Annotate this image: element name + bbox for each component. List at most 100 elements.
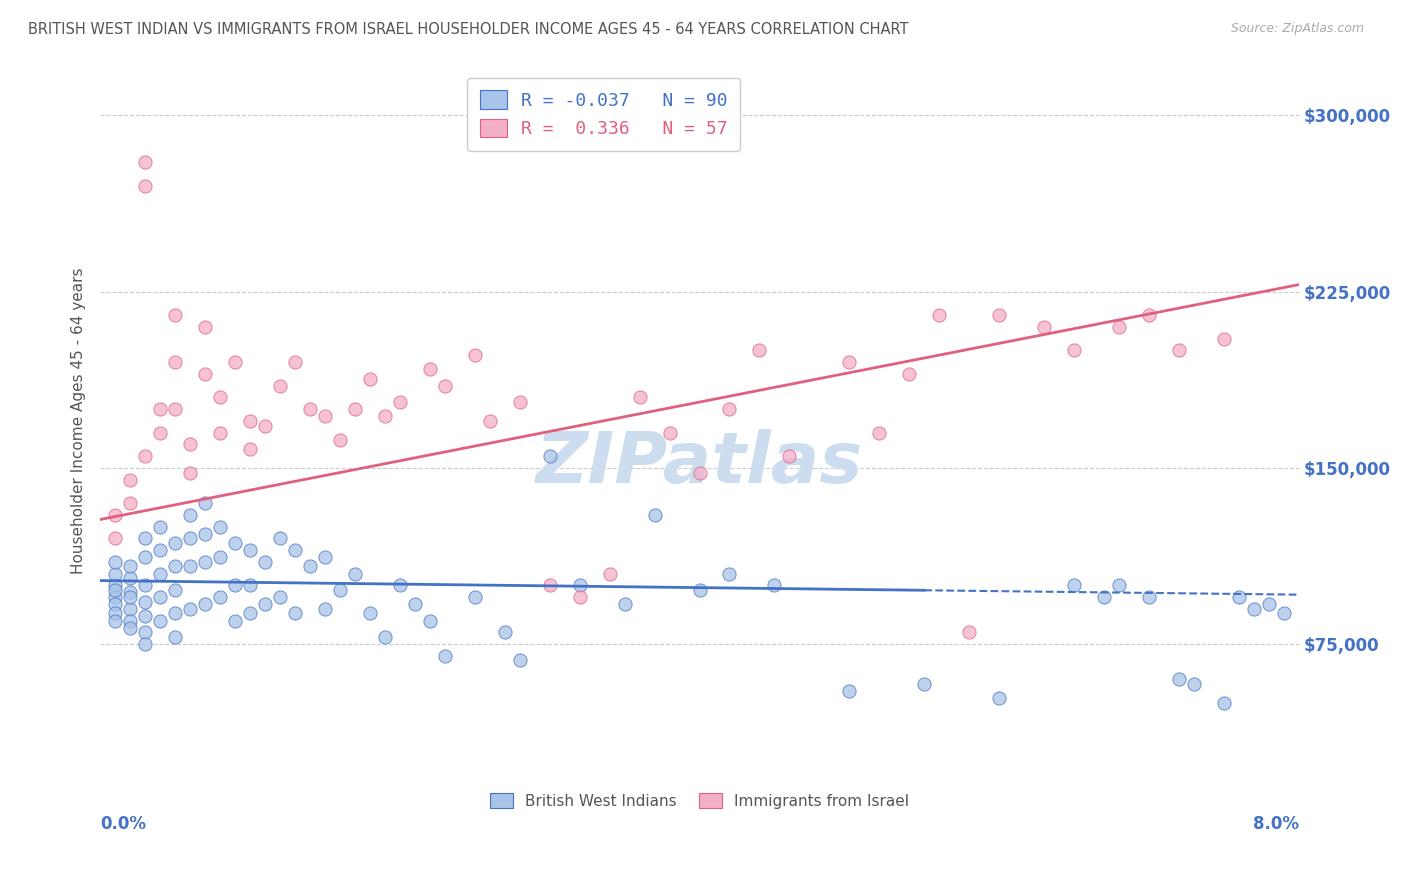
Point xyxy=(120,571,142,585)
Point xyxy=(374,409,396,424)
Text: 8.0%: 8.0% xyxy=(1253,815,1299,833)
Point xyxy=(359,371,381,385)
Point xyxy=(1227,590,1250,604)
Point xyxy=(194,496,217,510)
Point xyxy=(1182,677,1205,691)
Point xyxy=(149,614,172,628)
Point xyxy=(1213,332,1236,346)
Point xyxy=(599,566,621,581)
Point xyxy=(613,597,636,611)
Point xyxy=(165,402,187,417)
Point xyxy=(149,566,172,581)
Point xyxy=(179,508,201,522)
Point xyxy=(120,590,142,604)
Point xyxy=(689,466,711,480)
Point xyxy=(179,437,201,451)
Point xyxy=(628,390,651,404)
Point xyxy=(478,414,501,428)
Point xyxy=(165,559,187,574)
Point xyxy=(194,319,217,334)
Point xyxy=(509,653,531,667)
Point xyxy=(208,425,231,440)
Point xyxy=(149,590,172,604)
Point xyxy=(208,390,231,404)
Point xyxy=(134,178,156,193)
Point xyxy=(433,378,456,392)
Point xyxy=(464,348,486,362)
Point xyxy=(224,578,246,592)
Point xyxy=(149,543,172,558)
Point xyxy=(912,677,935,691)
Point xyxy=(658,425,681,440)
Point xyxy=(898,367,921,381)
Point xyxy=(120,614,142,628)
Point xyxy=(104,582,127,597)
Point xyxy=(329,433,352,447)
Point xyxy=(1168,672,1191,686)
Point xyxy=(165,355,187,369)
Point xyxy=(239,414,262,428)
Point xyxy=(165,582,187,597)
Point xyxy=(120,496,142,510)
Point xyxy=(253,597,276,611)
Point xyxy=(104,597,127,611)
Point xyxy=(568,578,591,592)
Legend: British West Indians, Immigrants from Israel: British West Indians, Immigrants from Is… xyxy=(484,787,915,815)
Point xyxy=(224,355,246,369)
Point xyxy=(104,614,127,628)
Point xyxy=(134,155,156,169)
Point xyxy=(928,308,950,322)
Point xyxy=(239,543,262,558)
Point xyxy=(538,578,561,592)
Point xyxy=(284,607,307,621)
Point xyxy=(494,625,516,640)
Point xyxy=(134,595,156,609)
Point xyxy=(165,607,187,621)
Point xyxy=(718,402,741,417)
Point xyxy=(329,582,352,597)
Point xyxy=(149,425,172,440)
Point xyxy=(134,550,156,565)
Point xyxy=(269,531,291,545)
Point xyxy=(988,691,1011,706)
Point xyxy=(343,402,366,417)
Point xyxy=(419,614,441,628)
Point xyxy=(1168,343,1191,358)
Point xyxy=(194,555,217,569)
Point xyxy=(778,449,800,463)
Point xyxy=(179,466,201,480)
Point xyxy=(838,355,860,369)
Point xyxy=(134,625,156,640)
Point xyxy=(134,449,156,463)
Point xyxy=(208,550,231,565)
Point xyxy=(298,402,321,417)
Point xyxy=(988,308,1011,322)
Point xyxy=(120,601,142,615)
Point xyxy=(1243,601,1265,615)
Point xyxy=(568,590,591,604)
Point xyxy=(1063,343,1085,358)
Text: 0.0%: 0.0% xyxy=(100,815,146,833)
Point xyxy=(104,578,127,592)
Point xyxy=(464,590,486,604)
Y-axis label: Householder Income Ages 45 - 64 years: Householder Income Ages 45 - 64 years xyxy=(72,268,86,574)
Point xyxy=(314,550,336,565)
Point xyxy=(284,543,307,558)
Point xyxy=(120,473,142,487)
Point xyxy=(269,590,291,604)
Point xyxy=(388,578,411,592)
Point xyxy=(763,578,786,592)
Point xyxy=(194,526,217,541)
Point xyxy=(149,402,172,417)
Point xyxy=(224,614,246,628)
Point xyxy=(239,442,262,456)
Point xyxy=(104,566,127,581)
Point xyxy=(343,566,366,581)
Point xyxy=(104,531,127,545)
Point xyxy=(224,536,246,550)
Text: BRITISH WEST INDIAN VS IMMIGRANTS FROM ISRAEL HOUSEHOLDER INCOME AGES 45 - 64 YE: BRITISH WEST INDIAN VS IMMIGRANTS FROM I… xyxy=(28,22,908,37)
Point xyxy=(269,378,291,392)
Point xyxy=(1063,578,1085,592)
Point xyxy=(1108,319,1130,334)
Point xyxy=(104,590,127,604)
